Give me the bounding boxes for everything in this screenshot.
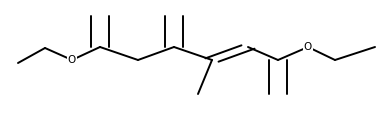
Text: O: O <box>68 55 76 65</box>
Text: O: O <box>304 42 312 52</box>
